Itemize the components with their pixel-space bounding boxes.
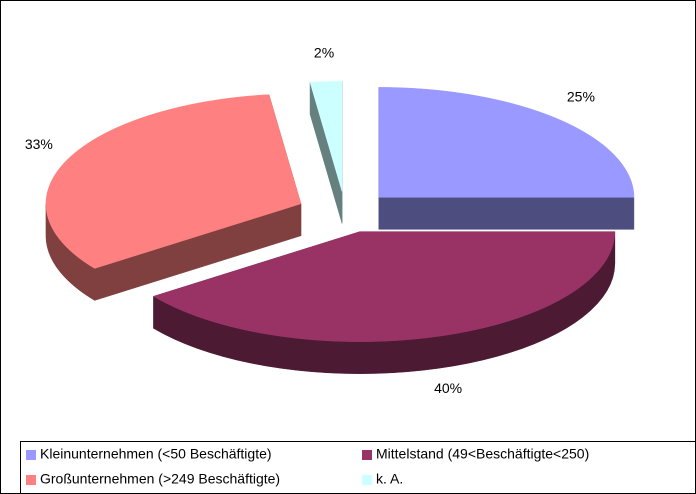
slice-top bbox=[45, 94, 302, 269]
slice bbox=[378, 87, 635, 230]
legend-label: Großunternehmen (>249 Beschäftigte) bbox=[40, 471, 280, 487]
data-label: 40% bbox=[434, 380, 462, 396]
slice-top bbox=[378, 87, 635, 198]
legend-label: k. A. bbox=[376, 471, 403, 487]
slice bbox=[309, 81, 343, 224]
slice-top bbox=[309, 81, 343, 192]
legend-swatch bbox=[362, 475, 372, 485]
legend-swatch bbox=[26, 450, 36, 460]
legend-label: Mittelstand (49<Beschäftigte<250) bbox=[376, 446, 589, 462]
data-label: 33% bbox=[25, 136, 53, 152]
slice-top bbox=[152, 231, 616, 342]
slice bbox=[152, 231, 616, 374]
legend-box bbox=[20, 441, 696, 494]
data-label: 25% bbox=[567, 89, 595, 105]
legend-swatch bbox=[26, 475, 36, 485]
slice bbox=[45, 94, 302, 301]
legend-swatch bbox=[362, 450, 372, 460]
data-label: 2% bbox=[314, 44, 334, 60]
legend-label: Kleinunternehmen (<50 Beschäftigte) bbox=[40, 446, 272, 462]
slice-wall bbox=[378, 197, 635, 230]
